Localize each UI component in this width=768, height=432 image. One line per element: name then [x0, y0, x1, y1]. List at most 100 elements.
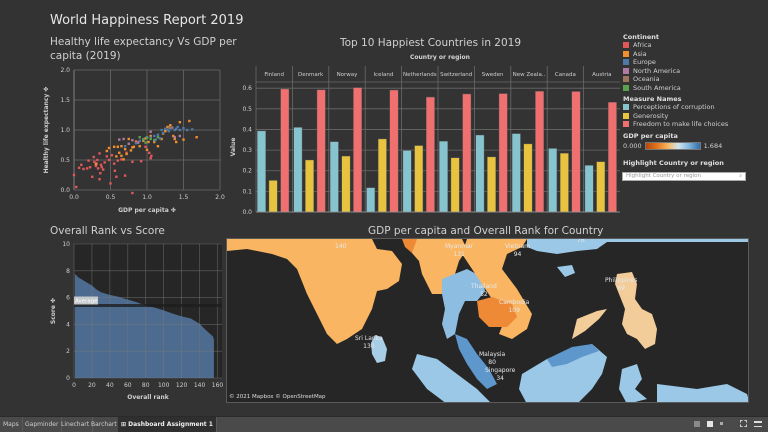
scatter-point[interactable] — [74, 185, 78, 189]
scatter-point[interactable] — [154, 138, 157, 141]
bar[interactable] — [402, 150, 412, 213]
scatter-point[interactable] — [92, 155, 95, 159]
scatter-point[interactable] — [156, 136, 160, 139]
bar[interactable] — [280, 88, 290, 213]
measure-legend-item[interactable]: Perceptions of corruption — [623, 103, 763, 112]
scatter-point[interactable] — [103, 161, 106, 164]
scatter-point[interactable] — [178, 128, 182, 132]
scatter-point[interactable] — [131, 160, 134, 163]
scatter-point[interactable] — [115, 155, 118, 158]
scatter-point[interactable] — [116, 145, 119, 148]
scatter-point[interactable] — [173, 128, 176, 132]
scatter-point[interactable] — [120, 158, 123, 161]
dot-icon[interactable] — [720, 422, 723, 425]
bar[interactable] — [353, 87, 362, 213]
scatter-point[interactable] — [123, 148, 127, 151]
scatter-point[interactable] — [134, 140, 138, 143]
region-malaysia[interactable] — [455, 334, 497, 389]
scatter-point[interactable] — [164, 130, 167, 133]
scatter-point[interactable] — [82, 167, 85, 171]
fullscreen-icon[interactable] — [740, 420, 747, 427]
scatter-point[interactable] — [102, 168, 105, 171]
bar[interactable] — [439, 141, 448, 213]
bar[interactable] — [487, 156, 496, 213]
scatter-point[interactable] — [116, 159, 119, 162]
scatter-point[interactable] — [80, 163, 83, 166]
scatter-point[interactable] — [129, 149, 133, 152]
scatter-point[interactable] — [175, 140, 178, 144]
sheet-tab[interactable]: Barchart — [88, 417, 121, 432]
bar[interactable] — [329, 141, 339, 213]
region-sumatra[interactable] — [412, 354, 492, 403]
scatter-point[interactable] — [112, 145, 116, 148]
scatter-point[interactable] — [195, 136, 198, 139]
scatter-point[interactable] — [176, 125, 179, 129]
scatter-point[interactable] — [138, 139, 141, 142]
sheet-tab[interactable]: Maps — [0, 417, 23, 432]
region-china[interactable] — [527, 239, 749, 254]
scatter-point[interactable] — [161, 131, 165, 135]
region-borneo[interactable] — [519, 344, 607, 403]
sheet-tab[interactable]: Gapminder — [22, 417, 63, 432]
scatter-point[interactable] — [93, 160, 96, 163]
scatter-point[interactable] — [109, 182, 112, 185]
continent-legend-item[interactable]: South America — [623, 84, 763, 93]
scatter-point[interactable] — [87, 159, 90, 162]
bar-chart[interactable]: Finland Denmark Norway Iceland Netherlands Sw… — [226, 60, 620, 222]
scatter-point[interactable] — [99, 172, 102, 175]
bar[interactable] — [511, 133, 521, 213]
scatter-point[interactable] — [169, 124, 172, 127]
scatter-point[interactable] — [164, 127, 167, 130]
continent-legend-item[interactable]: Europe — [623, 58, 763, 67]
sheet-tab[interactable]: ⊞ Dashboard Assignment 1 — [118, 417, 217, 432]
scatter-point[interactable] — [149, 130, 152, 133]
scatter-point[interactable] — [178, 121, 182, 124]
scatter-point[interactable] — [137, 141, 140, 144]
scatter-point[interactable] — [125, 152, 128, 156]
scatter-point[interactable] — [147, 151, 151, 154]
scatter-point[interactable] — [175, 127, 178, 130]
scatter-point[interactable] — [120, 154, 123, 157]
bar[interactable] — [377, 138, 387, 213]
region-india[interactable] — [227, 239, 402, 344]
scatter-point[interactable] — [100, 166, 103, 169]
bar[interactable] — [450, 157, 460, 213]
single-view-icon[interactable] — [707, 420, 713, 427]
bar[interactable] — [316, 89, 326, 213]
scatter-point[interactable] — [166, 125, 169, 129]
scatter-point[interactable] — [120, 145, 123, 148]
scatter-plot[interactable]: 0.0 0.5 1.0 1.5 2.0 0.0 0.5 1.0 1.5 2.0 GDP per ca… — [40, 62, 230, 222]
bar[interactable] — [389, 89, 399, 213]
scatter-point[interactable] — [139, 160, 143, 163]
bar[interactable] — [268, 180, 278, 213]
highlight-country-input[interactable]: Highlight Country or region ⌕ — [622, 172, 746, 181]
scatter-point[interactable] — [149, 137, 152, 141]
scatter-point[interactable] — [131, 146, 134, 149]
scatter-point[interactable] — [160, 128, 163, 132]
region-cambodia[interactable] — [477, 297, 517, 327]
scatter-point[interactable] — [166, 128, 169, 132]
scatter-point[interactable] — [85, 167, 89, 170]
scatter-point[interactable] — [127, 142, 130, 145]
scatter-point[interactable] — [188, 119, 191, 123]
region-myanmar[interactable] — [412, 239, 467, 294]
scatter-point[interactable] — [132, 145, 136, 148]
scatter-point[interactable] — [107, 146, 111, 150]
bar[interactable] — [293, 127, 303, 213]
bar[interactable] — [475, 134, 485, 213]
scatter-point[interactable] — [127, 137, 130, 141]
scatter-point[interactable] — [156, 133, 160, 136]
continent-legend-item[interactable]: Africa — [623, 41, 763, 50]
scatter-point[interactable] — [173, 136, 176, 139]
scatter-point[interactable] — [138, 136, 141, 139]
scatter-point[interactable] — [169, 127, 172, 130]
bar[interactable] — [414, 145, 424, 213]
region-philippines[interactable] — [615, 272, 657, 349]
scatter-point[interactable] — [167, 130, 171, 133]
scatter-point[interactable] — [172, 134, 175, 138]
scatter-point[interactable] — [138, 145, 141, 148]
measure-legend-item[interactable]: Freedom to make life choices — [623, 120, 763, 129]
scatter-point[interactable] — [153, 134, 156, 138]
scatter-point[interactable] — [145, 136, 149, 139]
scatter-point[interactable] — [134, 142, 138, 145]
